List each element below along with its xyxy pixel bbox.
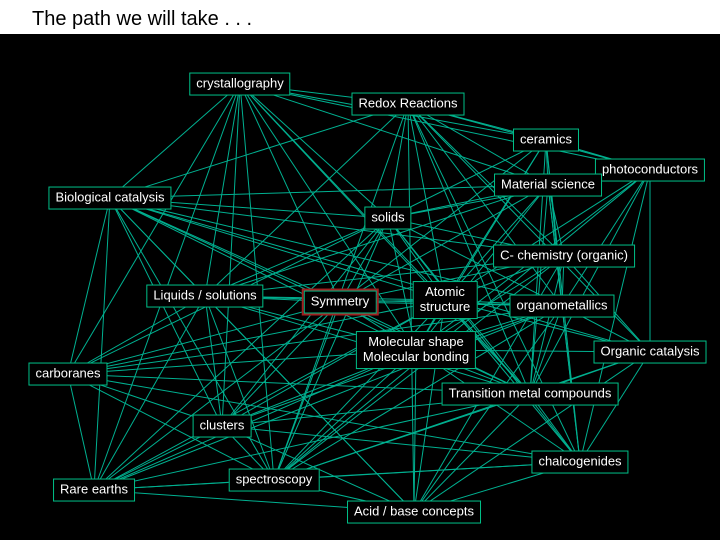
node-crystallography: crystallography	[189, 73, 290, 96]
node-redox: Redox Reactions	[352, 93, 465, 116]
node-clusters: clusters	[193, 415, 252, 438]
slide-title: The path we will take . . .	[28, 6, 256, 33]
node-tmc: Transition metal compounds	[442, 383, 619, 406]
node-chalco: chalcogenides	[531, 451, 628, 474]
node-atomic: Atomic structure	[413, 281, 478, 319]
node-molshape: Molecular shape Molecular bonding	[356, 331, 476, 369]
node-carboranes: carboranes	[28, 363, 107, 386]
node-spectroscopy: spectroscopy	[229, 469, 320, 492]
slide-stage: The path we will take . . . crystallogra…	[0, 0, 720, 540]
node-photoconductors: photoconductors	[595, 159, 705, 182]
node-liquids: Liquids / solutions	[146, 285, 263, 308]
node-cchem: C- chemistry (organic)	[493, 245, 635, 268]
node-organomet: organometallics	[509, 295, 614, 318]
node-ceramics: ceramics	[513, 129, 579, 152]
node-solids: solids	[364, 207, 411, 230]
node-acidbase: Acid / base concepts	[347, 501, 481, 524]
node-rare: Rare earths	[53, 479, 135, 502]
node-orgcat: Organic catalysis	[594, 341, 707, 364]
node-biocat: Biological catalysis	[48, 187, 171, 210]
node-symmetry: Symmetry	[304, 291, 377, 314]
node-material: Material science	[494, 174, 602, 197]
